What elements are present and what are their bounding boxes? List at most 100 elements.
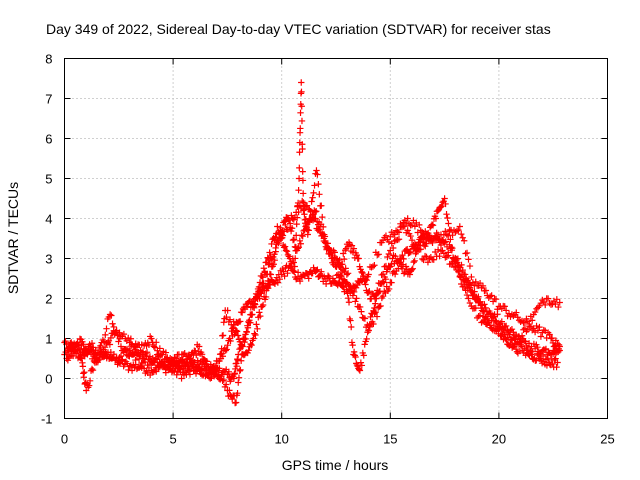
x-tick-label: 25 bbox=[600, 432, 614, 447]
data-point bbox=[132, 356, 139, 364]
data-point bbox=[79, 363, 87, 370]
data-point bbox=[143, 349, 151, 356]
data-point bbox=[117, 352, 125, 360]
data-point bbox=[418, 255, 426, 263]
data-point bbox=[376, 287, 384, 295]
data-point bbox=[267, 271, 275, 278]
data-point bbox=[540, 326, 547, 334]
data-point bbox=[295, 175, 303, 182]
data-point bbox=[429, 222, 437, 229]
data-point bbox=[455, 268, 462, 275]
data-point bbox=[496, 325, 503, 332]
data-point bbox=[250, 335, 257, 342]
data-point bbox=[274, 279, 282, 286]
data-point bbox=[246, 317, 253, 324]
data-point bbox=[209, 367, 216, 374]
data-point bbox=[546, 299, 553, 307]
data-point bbox=[107, 334, 115, 342]
data-point bbox=[261, 268, 269, 275]
data-point bbox=[344, 270, 352, 277]
data-point bbox=[110, 353, 117, 361]
data-point bbox=[298, 103, 305, 110]
data-point bbox=[379, 237, 387, 244]
data-point bbox=[175, 362, 183, 369]
data-point bbox=[186, 371, 194, 378]
data-point bbox=[439, 236, 446, 244]
data-point bbox=[75, 342, 82, 349]
data-point bbox=[223, 346, 230, 353]
data-point bbox=[434, 246, 442, 253]
data-point bbox=[299, 168, 306, 175]
data-point bbox=[227, 337, 234, 345]
data-point bbox=[88, 340, 96, 347]
y-tick-labels: -1 0 1 2 3 4 5 6 7 8 bbox=[41, 52, 53, 427]
data-point bbox=[482, 287, 490, 294]
data-point bbox=[479, 282, 487, 290]
data-point bbox=[469, 279, 477, 286]
data-point bbox=[391, 237, 398, 245]
data-point bbox=[314, 171, 321, 178]
data-point bbox=[151, 344, 159, 351]
data-point bbox=[296, 164, 303, 172]
data-point bbox=[298, 79, 305, 86]
x-tick-label: 0 bbox=[61, 432, 68, 447]
data-point bbox=[102, 331, 109, 339]
y-tick-label: 5 bbox=[45, 172, 52, 187]
data-point bbox=[481, 316, 488, 324]
data-point bbox=[443, 210, 450, 218]
data-point bbox=[482, 313, 490, 320]
data-point bbox=[164, 354, 171, 361]
data-point bbox=[288, 225, 296, 232]
data-point bbox=[340, 250, 347, 257]
data-point bbox=[399, 251, 406, 259]
data-point bbox=[445, 220, 452, 227]
data-point bbox=[502, 322, 510, 330]
data-point bbox=[528, 351, 535, 358]
data-point bbox=[348, 323, 355, 331]
data-point bbox=[402, 246, 410, 254]
data-point bbox=[235, 379, 242, 386]
data-point bbox=[377, 302, 384, 310]
data-point bbox=[347, 317, 354, 324]
data-point bbox=[472, 304, 479, 312]
data-point bbox=[359, 269, 366, 277]
data-point bbox=[256, 309, 263, 316]
data-point bbox=[267, 252, 274, 260]
data-point bbox=[182, 359, 190, 366]
data-point bbox=[158, 359, 166, 366]
data-point bbox=[171, 367, 178, 375]
data-point bbox=[498, 318, 505, 325]
data-point bbox=[293, 214, 301, 221]
x-axis-label: GPS time / hours bbox=[282, 457, 389, 473]
data-point bbox=[437, 241, 445, 249]
data-point bbox=[119, 356, 126, 363]
data-point bbox=[400, 255, 407, 263]
data-point bbox=[224, 307, 231, 314]
data-point bbox=[406, 271, 414, 278]
data-point bbox=[301, 211, 308, 218]
data-point bbox=[318, 202, 325, 209]
data-point bbox=[480, 307, 488, 315]
data-point bbox=[542, 345, 550, 353]
chart-title: Day 349 of 2022, Sidereal Day-to-day VTE… bbox=[46, 21, 551, 37]
data-point bbox=[365, 289, 372, 296]
data-point bbox=[556, 299, 563, 306]
data-point bbox=[222, 381, 230, 388]
data-point bbox=[222, 347, 229, 354]
data-point bbox=[203, 369, 210, 377]
data-point bbox=[266, 259, 273, 267]
data-point bbox=[438, 202, 445, 210]
data-point bbox=[432, 215, 440, 222]
data-point bbox=[500, 326, 507, 333]
data-point bbox=[508, 326, 516, 333]
data-point bbox=[410, 258, 417, 266]
data-point bbox=[411, 223, 419, 230]
data-point bbox=[356, 303, 364, 311]
data-point bbox=[466, 299, 474, 307]
data-point bbox=[488, 292, 495, 299]
data-point bbox=[537, 333, 545, 340]
data-point bbox=[265, 277, 273, 285]
data-point bbox=[299, 197, 306, 205]
data-point bbox=[534, 350, 541, 357]
